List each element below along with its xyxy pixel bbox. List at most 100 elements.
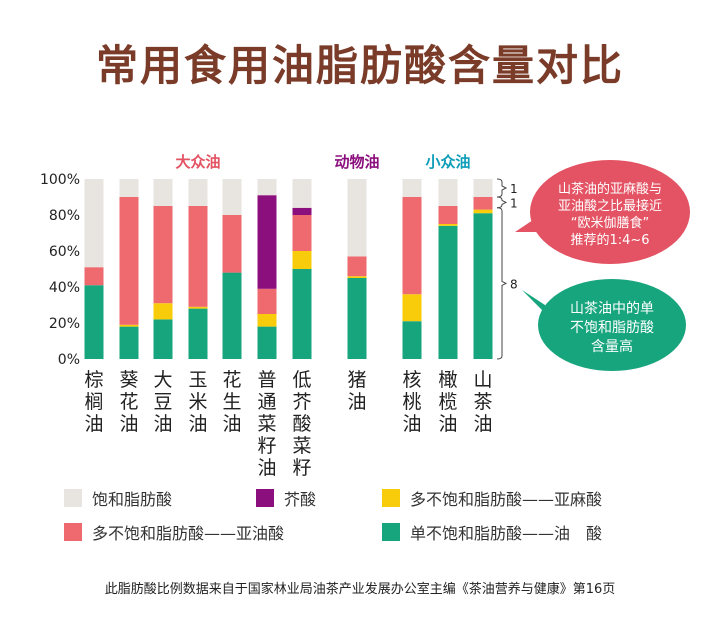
- bar-segment-linoleic: [438, 206, 458, 224]
- category-label-char: 油: [153, 413, 172, 435]
- bracket: [496, 207, 508, 360]
- legend-item-linolenic: 多不饱和脂肪酸——亚麻酸: [382, 486, 602, 510]
- y-tick-label: 40%: [49, 280, 80, 296]
- bar-segment-linoleic: [222, 215, 242, 273]
- category-label-char: 油: [473, 413, 492, 435]
- category-label-char: 玉: [188, 369, 207, 391]
- legend-swatch-linolenic: [382, 489, 400, 507]
- bar-segment-saturated: [473, 179, 493, 197]
- category-label-char: 橄: [438, 369, 457, 391]
- bar-segment-linolenic: [347, 276, 367, 278]
- bar-segment-oleic: [84, 285, 104, 359]
- category-label-char: 菜: [292, 435, 311, 457]
- callout-green-pointer: [522, 290, 550, 318]
- bar-segment-saturated: [84, 179, 104, 268]
- legend-swatch-linoleic: [64, 523, 82, 541]
- bar-segment-saturated: [119, 179, 139, 197]
- callout-red-text: “欧米伽膳食”: [571, 215, 649, 231]
- bar-segment-oleic: [473, 213, 493, 359]
- category-label-char: 油: [402, 413, 421, 435]
- legend-item-oleic: 单不饱和脂肪酸——油 酸: [382, 520, 602, 544]
- bar-segment-oleic: [438, 225, 458, 359]
- category-label-char: 油: [257, 457, 276, 479]
- callout-green-bubble: [538, 279, 686, 371]
- y-tick-label: 20%: [49, 316, 80, 332]
- category-label-char: 棕: [84, 369, 103, 391]
- callout-green-text: 不饱和脂肪酸: [570, 320, 654, 336]
- category-label-char: 油: [347, 391, 366, 413]
- category-label-char: 菜: [257, 413, 276, 435]
- category-label-char: 籽: [257, 435, 276, 457]
- bar-segment-linolenic: [473, 209, 493, 214]
- bar-segment-linoleic: [292, 215, 312, 251]
- bar-segment-oleic: [188, 308, 208, 359]
- category-label-char: 籽: [292, 457, 311, 479]
- bar-segment-linoleic: [473, 197, 493, 210]
- bar-segment-oleic: [222, 272, 242, 359]
- category-label-char: 油: [84, 413, 103, 435]
- callout-green-text: 山茶油中的单: [570, 301, 654, 317]
- bar-segment-erucic: [292, 207, 312, 215]
- bar-segment-linoleic: [188, 206, 208, 307]
- chart-title: 常用食用油脂肪酸含量对比: [95, 41, 624, 90]
- legend: 饱和脂肪酸 芥酸 多不饱和脂肪酸——亚麻酸 多不饱和脂肪酸——亚油酸 单不饱和脂…: [60, 482, 680, 552]
- category-label-char: 油: [188, 413, 207, 435]
- category-label-char: 油: [119, 413, 138, 435]
- legend-swatch-saturated: [64, 489, 82, 507]
- bar-segment-saturated: [347, 179, 367, 257]
- category-label-char: 桃: [402, 391, 421, 413]
- stacked-bar-chart: 0%20%40%60%80%100%棕榈油葵花油大豆油玉米油花生油普通菜籽油低芥…: [40, 153, 690, 480]
- bar-segment-oleic: [119, 326, 139, 359]
- callout-red-text: 亚油酸之比最接近: [558, 198, 662, 214]
- bar-segment-linoleic: [402, 197, 422, 295]
- category-label-char: 芥: [292, 391, 311, 413]
- bracket-label: 1: [510, 182, 518, 196]
- legend-label-saturated: 饱和脂肪酸: [92, 490, 173, 509]
- source-note: 此脂肪酸比例数据来自于国家林业局油茶产业发展办公室主编《茶油营养与健康》第16页: [104, 582, 616, 597]
- bar-segment-saturated: [438, 179, 458, 206]
- bar-segment-saturated: [292, 179, 312, 208]
- legend-item-saturated: 饱和脂肪酸: [64, 486, 172, 510]
- category-label-char: 通: [257, 391, 276, 413]
- group-label: 大众油: [175, 153, 220, 171]
- category-label-char: 大: [153, 369, 172, 391]
- category-label-char: 猪: [347, 369, 366, 391]
- callout-green-text: 含量高: [591, 338, 633, 355]
- legend-label-erucic: 芥酸: [284, 490, 317, 509]
- bar-segment-saturated: [222, 179, 242, 215]
- category-label-char: 米: [188, 391, 207, 413]
- category-label-char: 油: [222, 413, 241, 435]
- legend-label-linolenic: 多不饱和脂肪酸——亚麻酸: [410, 490, 603, 509]
- category-label-char: 生: [222, 391, 241, 413]
- bar-segment-saturated: [402, 179, 422, 197]
- bar-segment-oleic: [402, 321, 422, 359]
- bar-segment-oleic: [347, 278, 367, 359]
- group-label: 小众油: [425, 153, 470, 171]
- category-label-char: 葵: [119, 369, 138, 391]
- bar-segment-oleic: [153, 319, 173, 359]
- bar-segment-linolenic: [119, 324, 139, 327]
- legend-label-oleic: 单不饱和脂肪酸——油 酸: [410, 524, 603, 543]
- bar-segment-linoleic: [347, 256, 367, 277]
- bar-segment-oleic: [257, 326, 277, 359]
- bar-segment-linolenic: [438, 224, 458, 226]
- y-tick-label: 60%: [49, 244, 80, 260]
- bar-segment-erucic: [257, 195, 277, 289]
- group-label: 动物油: [334, 153, 379, 171]
- bar-segment-linoleic: [119, 197, 139, 325]
- y-tick-label: 0%: [58, 352, 80, 368]
- category-label-char: 普: [257, 369, 276, 391]
- y-tick-label: 100%: [40, 172, 80, 188]
- category-label-char: 酸: [292, 413, 311, 435]
- bar-segment-linolenic: [153, 303, 173, 320]
- category-label-char: 油: [292, 479, 311, 480]
- category-label-char: 茶: [473, 391, 492, 413]
- bracket: [496, 196, 508, 209]
- bracket-label: 8: [510, 277, 518, 291]
- callout-red-pointer: [515, 218, 540, 232]
- bar-segment-oleic: [292, 269, 312, 359]
- callout-red-text: 山茶油的亚麻酸与: [558, 181, 662, 197]
- category-label-char: 油: [438, 413, 457, 435]
- bracket-label: 1: [510, 196, 518, 210]
- callout-red-bubble: [530, 160, 690, 264]
